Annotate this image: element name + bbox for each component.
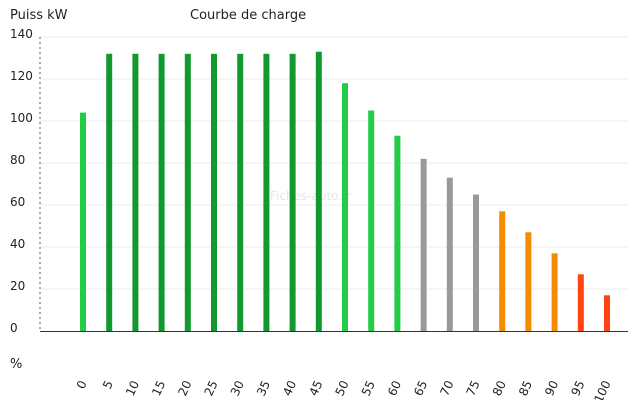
x-tick-label: 55 (359, 378, 378, 398)
x-axis-label: % (10, 357, 23, 372)
bar (525, 232, 532, 331)
bar (551, 253, 558, 331)
bar (211, 53, 217, 332)
bar (499, 211, 506, 331)
x-tick-label: 100 (591, 378, 613, 400)
x-tick-label: 30 (228, 378, 247, 398)
bar (106, 53, 113, 332)
x-tick-label: 60 (385, 378, 404, 398)
y-tick-label: 0 (10, 321, 18, 335)
x-tick-label: 25 (202, 378, 221, 398)
bar (80, 112, 86, 331)
x-tick-label: 85 (516, 378, 535, 398)
bar (263, 53, 270, 332)
y-tick-label: 120 (10, 69, 33, 83)
x-tick-label: 35 (254, 378, 273, 398)
y-axis-label: Puiss kW (10, 8, 68, 23)
bar (132, 53, 139, 332)
bar (342, 83, 348, 331)
bar (394, 135, 401, 331)
chart-title: Courbe de charge (190, 8, 307, 23)
x-tick-label: 70 (437, 378, 456, 398)
x-tick-label: 90 (542, 378, 561, 398)
bar (315, 51, 322, 331)
bar (289, 53, 296, 332)
y-tick-label: 40 (10, 237, 25, 251)
bar (446, 177, 453, 331)
x-tick-label: 5 (100, 378, 116, 391)
x-tick-label: 45 (306, 378, 325, 398)
x-tick-label: 95 (568, 378, 587, 398)
bar (184, 53, 191, 332)
x-tick-label: 0 (74, 378, 90, 391)
bar (420, 158, 427, 331)
y-tick-label: 100 (10, 111, 33, 125)
bar (158, 53, 165, 332)
x-tick-label: 75 (464, 378, 483, 398)
bar (473, 194, 479, 331)
x-tick-label: 65 (411, 378, 430, 398)
y-tick-label: 140 (10, 27, 33, 41)
y-tick-label: 80 (10, 153, 25, 167)
bar (237, 53, 244, 332)
bar (577, 274, 584, 331)
bar (368, 110, 375, 331)
x-tick-label: 15 (149, 378, 168, 398)
x-tick-label: 20 (175, 378, 194, 398)
y-tick-label: 20 (10, 279, 25, 293)
x-tick-label: 10 (123, 378, 142, 398)
x-tick-label: 80 (490, 378, 509, 398)
x-tick-label: 40 (280, 378, 299, 398)
x-tick-label: 50 (333, 378, 352, 398)
y-tick-label: 60 (10, 195, 25, 209)
bar (604, 295, 610, 331)
